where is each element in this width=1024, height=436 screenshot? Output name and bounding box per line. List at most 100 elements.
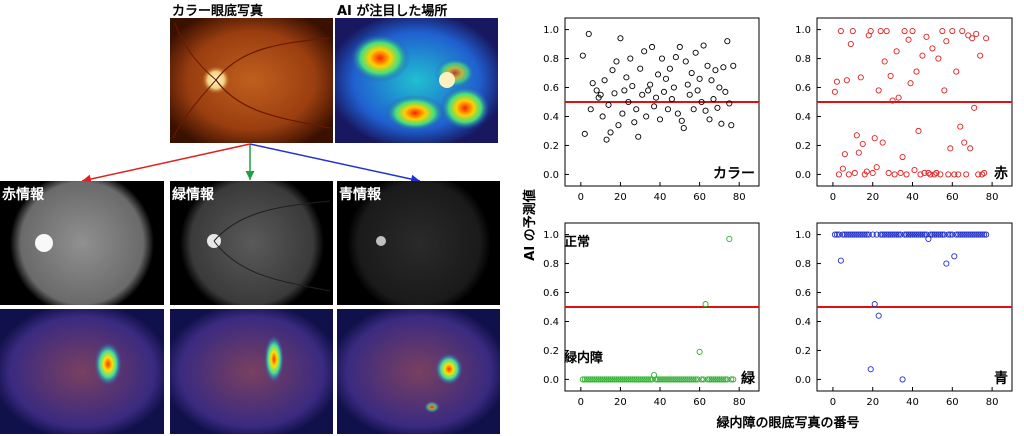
data-point — [911, 167, 918, 174]
data-point — [915, 231, 922, 238]
data-point — [633, 376, 640, 383]
data-point — [599, 113, 606, 120]
data-point — [710, 376, 717, 383]
data-point — [835, 231, 842, 238]
y-tick-label: 1.0 — [795, 230, 811, 241]
y-tick-label: 0.4 — [795, 112, 811, 123]
data-point — [666, 65, 673, 72]
data-point — [837, 27, 844, 35]
y-tick-label: 0.0 — [795, 375, 811, 386]
data-point — [969, 35, 976, 42]
x-tick-label: 60 — [946, 192, 959, 203]
y-tick-label: 0.4 — [543, 317, 559, 328]
data-point — [893, 48, 900, 55]
data-point — [654, 71, 662, 78]
blue-channel-heatmap — [337, 309, 500, 434]
x-tick-label: 20 — [866, 192, 879, 203]
data-point — [899, 153, 906, 161]
data-point — [730, 62, 737, 69]
blue-channel-image — [337, 181, 500, 305]
data-point — [841, 231, 848, 238]
data-point — [899, 376, 906, 383]
data-point — [909, 231, 916, 238]
data-point — [660, 88, 668, 95]
data-point — [601, 77, 608, 84]
data-point — [955, 231, 962, 238]
color-photo-label: カラー眼底写真 — [172, 4, 264, 19]
y-tick-label: 0.2 — [543, 346, 559, 357]
data-point — [714, 104, 721, 111]
data-point — [706, 116, 713, 123]
data-point — [700, 376, 707, 383]
data-point — [873, 231, 880, 238]
data-point — [688, 69, 695, 77]
data-point — [647, 81, 654, 88]
data-point — [670, 84, 677, 91]
data-point — [607, 376, 614, 383]
data-point — [605, 376, 612, 383]
data-point — [615, 122, 622, 129]
data-point — [621, 87, 628, 94]
data-point — [708, 376, 715, 383]
data-point — [929, 231, 936, 238]
data-point — [694, 87, 701, 94]
y-tick-label: 0.0 — [543, 375, 559, 386]
data-point — [726, 100, 733, 107]
data-point — [917, 171, 924, 178]
data-point — [981, 231, 988, 238]
data-point — [969, 231, 976, 238]
annotation-glaucoma: 緑内障 — [564, 350, 603, 366]
data-point — [668, 376, 675, 383]
data-point — [670, 376, 677, 383]
data-point — [949, 27, 956, 35]
data-point — [718, 120, 725, 127]
data-point — [895, 231, 902, 238]
data-point — [601, 376, 608, 383]
data-point — [853, 231, 860, 238]
data-point — [877, 231, 884, 238]
data-point — [961, 231, 968, 238]
panel-label: 緑 — [741, 370, 756, 387]
data-point — [845, 231, 852, 238]
data-point — [645, 376, 652, 383]
y-tick-label: 0.2 — [795, 346, 811, 357]
data-point — [945, 171, 952, 178]
data-point — [945, 231, 952, 238]
data-point — [879, 139, 886, 146]
y-tick-label: 0.0 — [795, 170, 811, 181]
data-point — [937, 171, 944, 178]
data-point — [664, 106, 671, 113]
data-point — [881, 231, 888, 238]
data-point — [613, 58, 620, 65]
data-point — [720, 64, 727, 71]
attention-heatmap-image — [335, 18, 498, 143]
data-point — [718, 376, 725, 383]
data-point — [885, 169, 892, 177]
data-point — [722, 88, 729, 95]
data-point — [684, 376, 691, 383]
x-tick-label: 60 — [693, 192, 706, 203]
y-axis-label: AI の予測値 — [522, 189, 538, 260]
data-point — [617, 35, 624, 42]
data-point — [889, 97, 896, 104]
data-point — [963, 171, 970, 178]
x-tick-label: 60 — [946, 397, 959, 408]
data-point — [712, 67, 719, 74]
data-point — [583, 376, 590, 383]
data-point — [581, 376, 588, 383]
data-point — [641, 48, 648, 55]
data-point — [682, 376, 689, 383]
data-point — [913, 68, 920, 75]
y-tick-label: 0.6 — [543, 288, 559, 299]
data-point — [710, 96, 717, 103]
data-point — [696, 348, 703, 355]
data-point — [891, 171, 898, 178]
panel-label: 赤 — [994, 166, 1008, 182]
data-point — [605, 101, 612, 108]
data-point — [631, 119, 638, 126]
data-point — [897, 169, 904, 177]
data-point — [917, 231, 924, 238]
data-point — [939, 231, 946, 238]
data-point — [929, 45, 936, 52]
channel-split-arrows — [81, 143, 421, 184]
